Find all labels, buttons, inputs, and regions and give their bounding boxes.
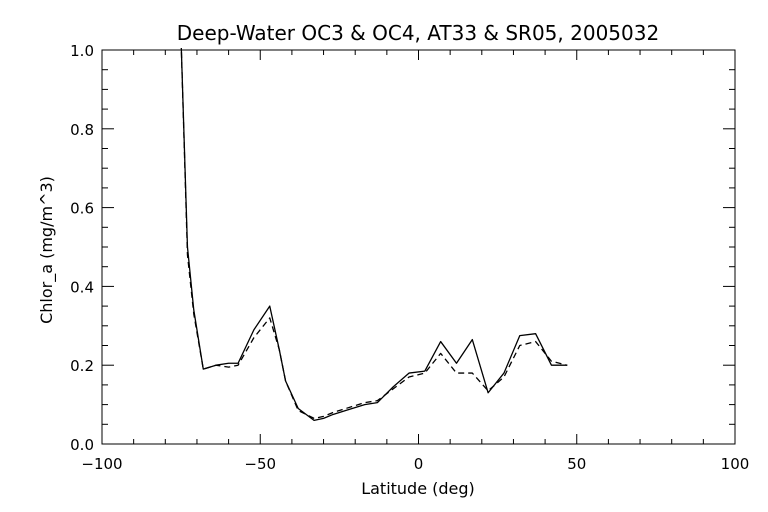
y-tick-label: 0.2 [70, 357, 94, 375]
x-axis-label: Latitude (deg) [361, 479, 475, 498]
y-axis-label: Chlor_a (mg/m^3) [37, 176, 57, 324]
x-tick-label: 100 [721, 455, 750, 473]
chart-title: Deep-Water OC3 & OC4, AT33 & SR05, 20050… [177, 21, 659, 45]
axis-tick-labels: −100 −50 0 50 100 0.0 0.2 0.4 0.6 0.8 1.0 [70, 42, 749, 473]
x-tick-label: 50 [567, 455, 586, 473]
y-tick-label: 0.0 [70, 436, 94, 454]
series-layer [180, 48, 568, 422]
y-tick-label: 0.6 [70, 200, 94, 218]
axis-ticks [101, 49, 736, 445]
series-solid-line [180, 48, 568, 422]
y-tick-label: 1.0 [70, 42, 94, 60]
series-dashed-line [180, 48, 568, 420]
x-tick-label: −50 [244, 455, 276, 473]
y-tick-label: 0.4 [70, 278, 94, 296]
plot-frame [101, 49, 736, 445]
y-tick-label: 0.8 [70, 121, 94, 139]
x-tick-label: 0 [414, 455, 424, 473]
x-tick-label: −100 [81, 455, 122, 473]
